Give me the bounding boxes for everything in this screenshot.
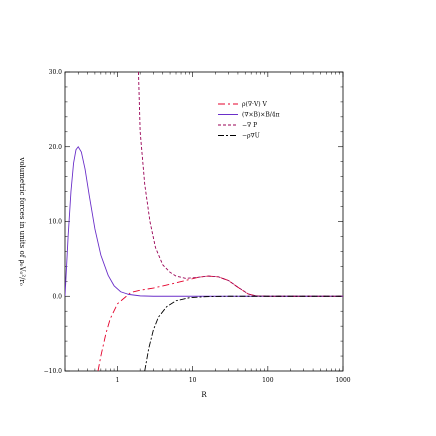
y-tick-label: 10.0	[49, 219, 63, 226]
x-tick-label: 10	[189, 377, 197, 384]
series-line-2	[65, 145, 343, 297]
y-tick-label: 20.0	[49, 144, 63, 151]
x-tick-label: 100	[262, 377, 274, 384]
series-group	[65, 72, 343, 371]
y-tick-label: 30.0	[49, 69, 63, 76]
plot-area: 1 10 100 1000 −10.0 0.0 10.0 20.0 30.0	[44, 69, 351, 384]
plot-frame	[64, 71, 344, 372]
legend: ρ(∇·V) V (∇×B)×B/4π −∇ P −ρ∇U	[218, 101, 280, 140]
y-axis-label: volumetric forces in units of ρ₀V₀²/r₀	[18, 156, 26, 285]
legend-label-1: ρ(∇·V) V	[242, 101, 268, 108]
x-axis-label: R	[201, 391, 207, 399]
y-tick-label: −10.0	[44, 368, 63, 375]
legend-label-3: −∇ P	[242, 122, 257, 129]
series-line-3	[138, 72, 343, 297]
y-axis-label-group: volumetric forces in units of ρ₀V₀²/r₀	[18, 156, 26, 285]
legend-label-2: (∇×B)×B/4π	[242, 112, 280, 119]
legend-label-4: −ρ∇U	[242, 133, 260, 140]
x-tick-label: 1	[116, 377, 120, 384]
series-line-1	[97, 275, 343, 371]
y-tick-label: 0.0	[52, 293, 62, 300]
x-tick-label: 1000	[335, 377, 350, 384]
series-line-4	[144, 295, 343, 371]
